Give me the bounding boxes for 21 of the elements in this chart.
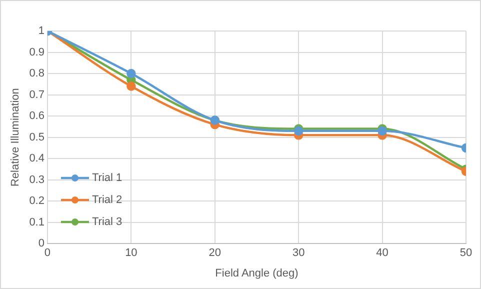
- x-axis-title: Field Angle (deg): [215, 267, 298, 280]
- legend-label: Trial 2: [92, 194, 122, 206]
- y-tick-label: 0.3: [29, 174, 44, 186]
- x-tick-label: 10: [125, 247, 138, 260]
- y-tick-label: 0.7: [29, 88, 44, 101]
- y-tick-label: 0.2: [29, 195, 44, 208]
- y-tick-label: 0.4: [29, 152, 44, 165]
- x-tick-label: 40: [376, 247, 388, 260]
- y-tick-label: 0.9: [29, 46, 44, 58]
- y-tick-label: 0.1: [29, 216, 44, 228]
- y-tick-label: 1: [38, 25, 44, 38]
- y-tick-label: 0: [38, 238, 44, 250]
- x-tick-label: 50: [460, 247, 472, 260]
- x-tick-label: 20: [208, 247, 222, 260]
- legend-label: Trial 1: [92, 172, 122, 184]
- legend-label: Trial 3: [92, 216, 122, 228]
- y-tick-label: 0.6: [29, 110, 44, 122]
- y-tick-label: 0.5: [29, 131, 44, 144]
- y-tick-label: 0.8: [29, 68, 44, 80]
- x-tick-label: 30: [292, 247, 305, 260]
- y-axis-title: Relative Illumination: [10, 88, 22, 187]
